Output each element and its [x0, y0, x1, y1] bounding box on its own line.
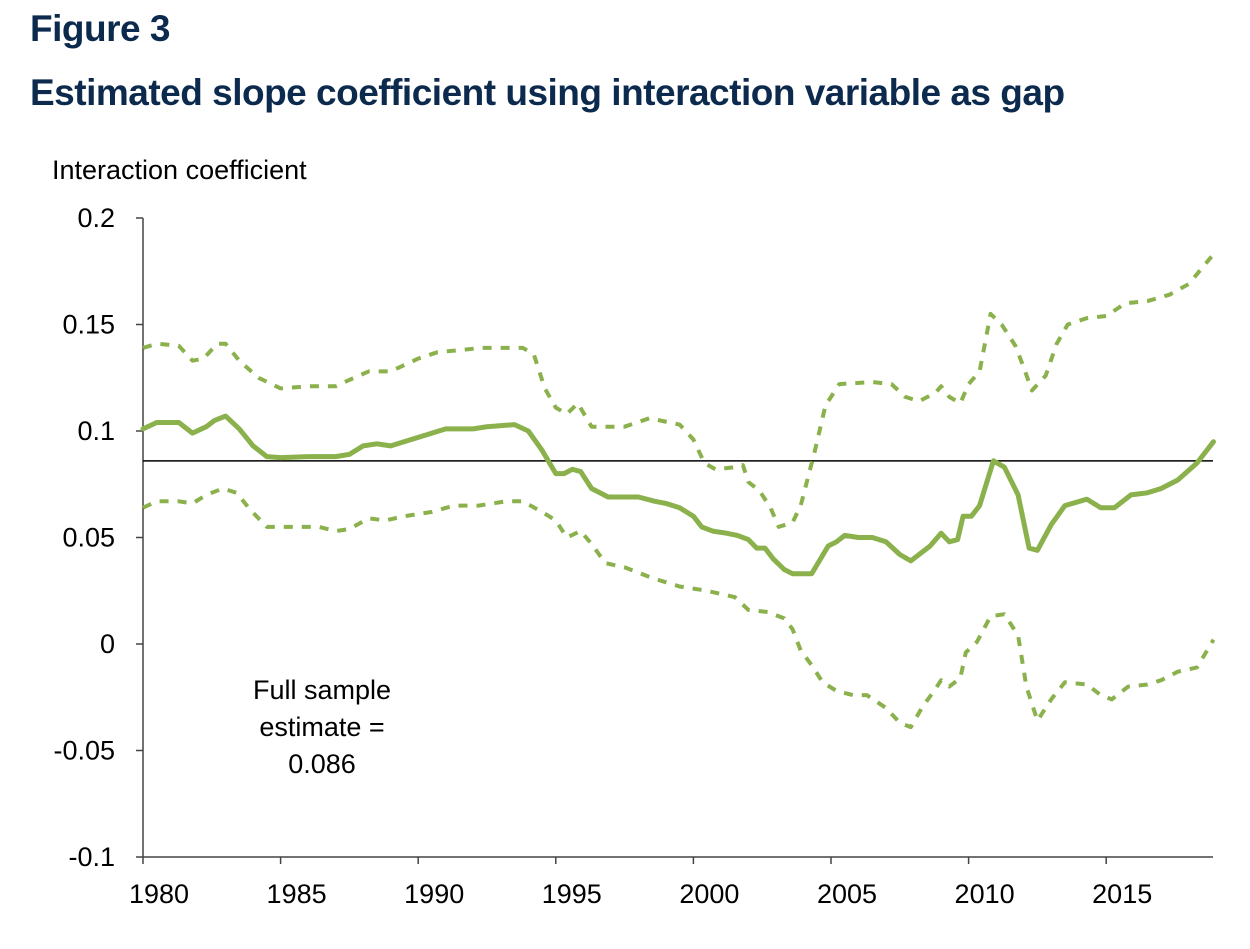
x-tick-label: 1980 — [129, 879, 189, 909]
figure-number: Figure 3 — [30, 8, 170, 49]
annotation-line-3: 0.086 — [288, 749, 356, 779]
series-lines — [140, 252, 1216, 730]
full-sample-annotation: Full sample estimate = 0.086 — [222, 672, 422, 783]
x-tick-label: 1985 — [267, 879, 327, 909]
y-tick-label: -0.05 — [53, 736, 115, 766]
y-tick-label: -0.1 — [68, 842, 115, 872]
chart-title: Estimated slope coefficient using intera… — [30, 72, 1065, 113]
x-tick-label: 1990 — [404, 879, 464, 909]
y-axis-label: Interaction coefficient — [52, 155, 307, 185]
x-tick-label: 2015 — [1092, 879, 1152, 909]
annotation-line-2: estimate = — [259, 712, 385, 742]
y-tick-label: 0.1 — [77, 416, 115, 446]
x-tick-label: 2010 — [955, 879, 1015, 909]
x-tick-label: 1995 — [542, 879, 602, 909]
y-tick-label: 0 — [100, 629, 115, 659]
y-tick-label: 0.2 — [77, 203, 115, 233]
annotation-line-1: Full sample — [252, 675, 392, 705]
estimate-line — [140, 413, 1216, 577]
y-tick-label: 0.15 — [62, 310, 115, 340]
lower-bound-line — [142, 486, 1216, 730]
y-tick-label: 0.05 — [62, 523, 115, 553]
x-tick-label: 2005 — [817, 879, 877, 909]
axes: 0.2 0.15 0.1 0.05 0 -0.05 -0.1 1980 1985 1990 1995… — [53, 203, 1213, 909]
x-tick-label: 2000 — [679, 879, 739, 909]
upper-bound-line — [142, 252, 1216, 529]
